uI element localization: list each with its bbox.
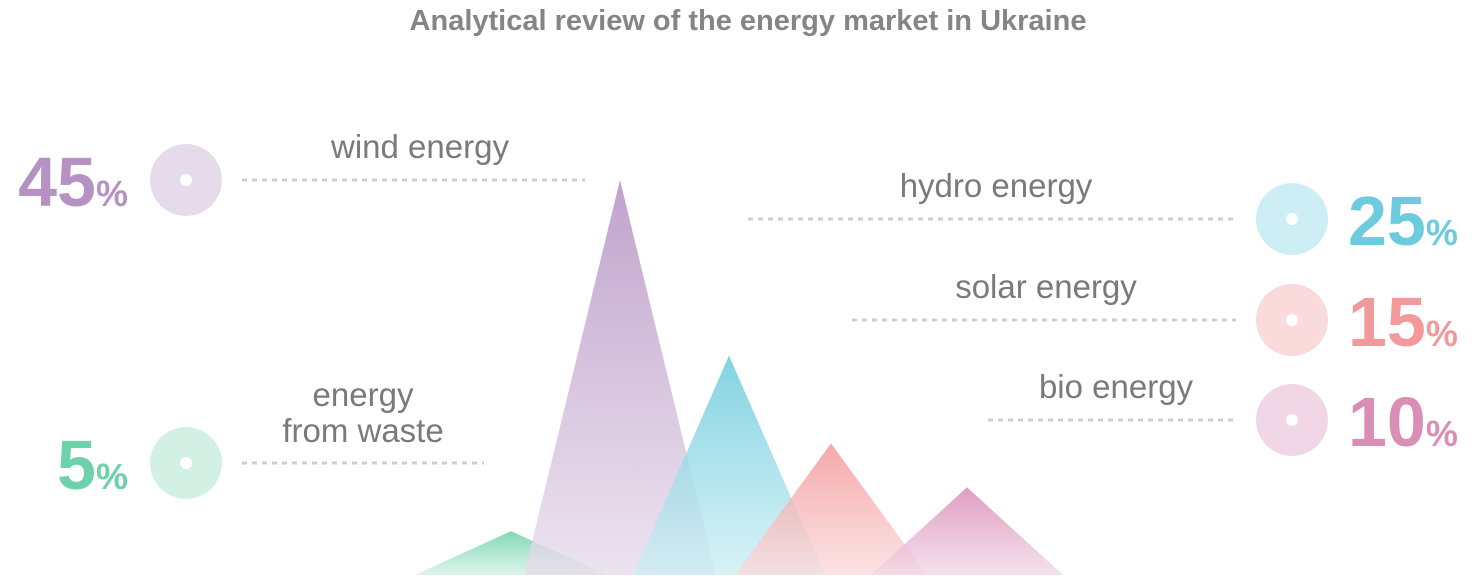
label-hydro-energy: hydro energy bbox=[900, 167, 1093, 204]
marker-dot-wind-energy bbox=[180, 174, 192, 186]
callout-hydro-energy: hydro energy 25% bbox=[748, 167, 1458, 260]
peak-wind-energy bbox=[524, 180, 716, 575]
value-label-hydro-energy: 25% bbox=[1348, 182, 1458, 260]
callout-wind-energy: wind energy 45% bbox=[18, 128, 585, 221]
callout-bio-energy: bio energy 10% bbox=[988, 368, 1458, 461]
peaks-layer bbox=[415, 180, 1063, 575]
value-label-bio-energy: 10% bbox=[1348, 383, 1458, 461]
label-bio-energy: bio energy bbox=[1039, 368, 1194, 405]
marker-dot-energy-from-waste bbox=[180, 457, 192, 469]
label-energy-from-waste-line-2: from waste bbox=[282, 412, 443, 449]
callout-solar-energy: solar energy 15% bbox=[852, 268, 1458, 361]
peak-bio-energy bbox=[871, 487, 1063, 575]
value-label-solar-energy: 15% bbox=[1348, 283, 1458, 361]
chart-title: Analytical review of the energy market i… bbox=[410, 5, 1087, 37]
marker-dot-hydro-energy bbox=[1286, 213, 1298, 225]
marker-dot-bio-energy bbox=[1286, 414, 1298, 426]
label-solar-energy: solar energy bbox=[955, 268, 1137, 305]
peak-solar-energy bbox=[735, 443, 927, 575]
value-label-energy-from-waste: 5% bbox=[57, 426, 128, 504]
label-wind-energy: wind energy bbox=[330, 128, 509, 165]
callouts-layer: wind energy 45% hydro energy 25% solar energ… bbox=[18, 128, 1458, 504]
marker-dot-solar-energy bbox=[1286, 314, 1298, 326]
label-energy-from-waste-line-1: energy bbox=[313, 376, 414, 413]
value-label-wind-energy: 45% bbox=[18, 143, 128, 221]
